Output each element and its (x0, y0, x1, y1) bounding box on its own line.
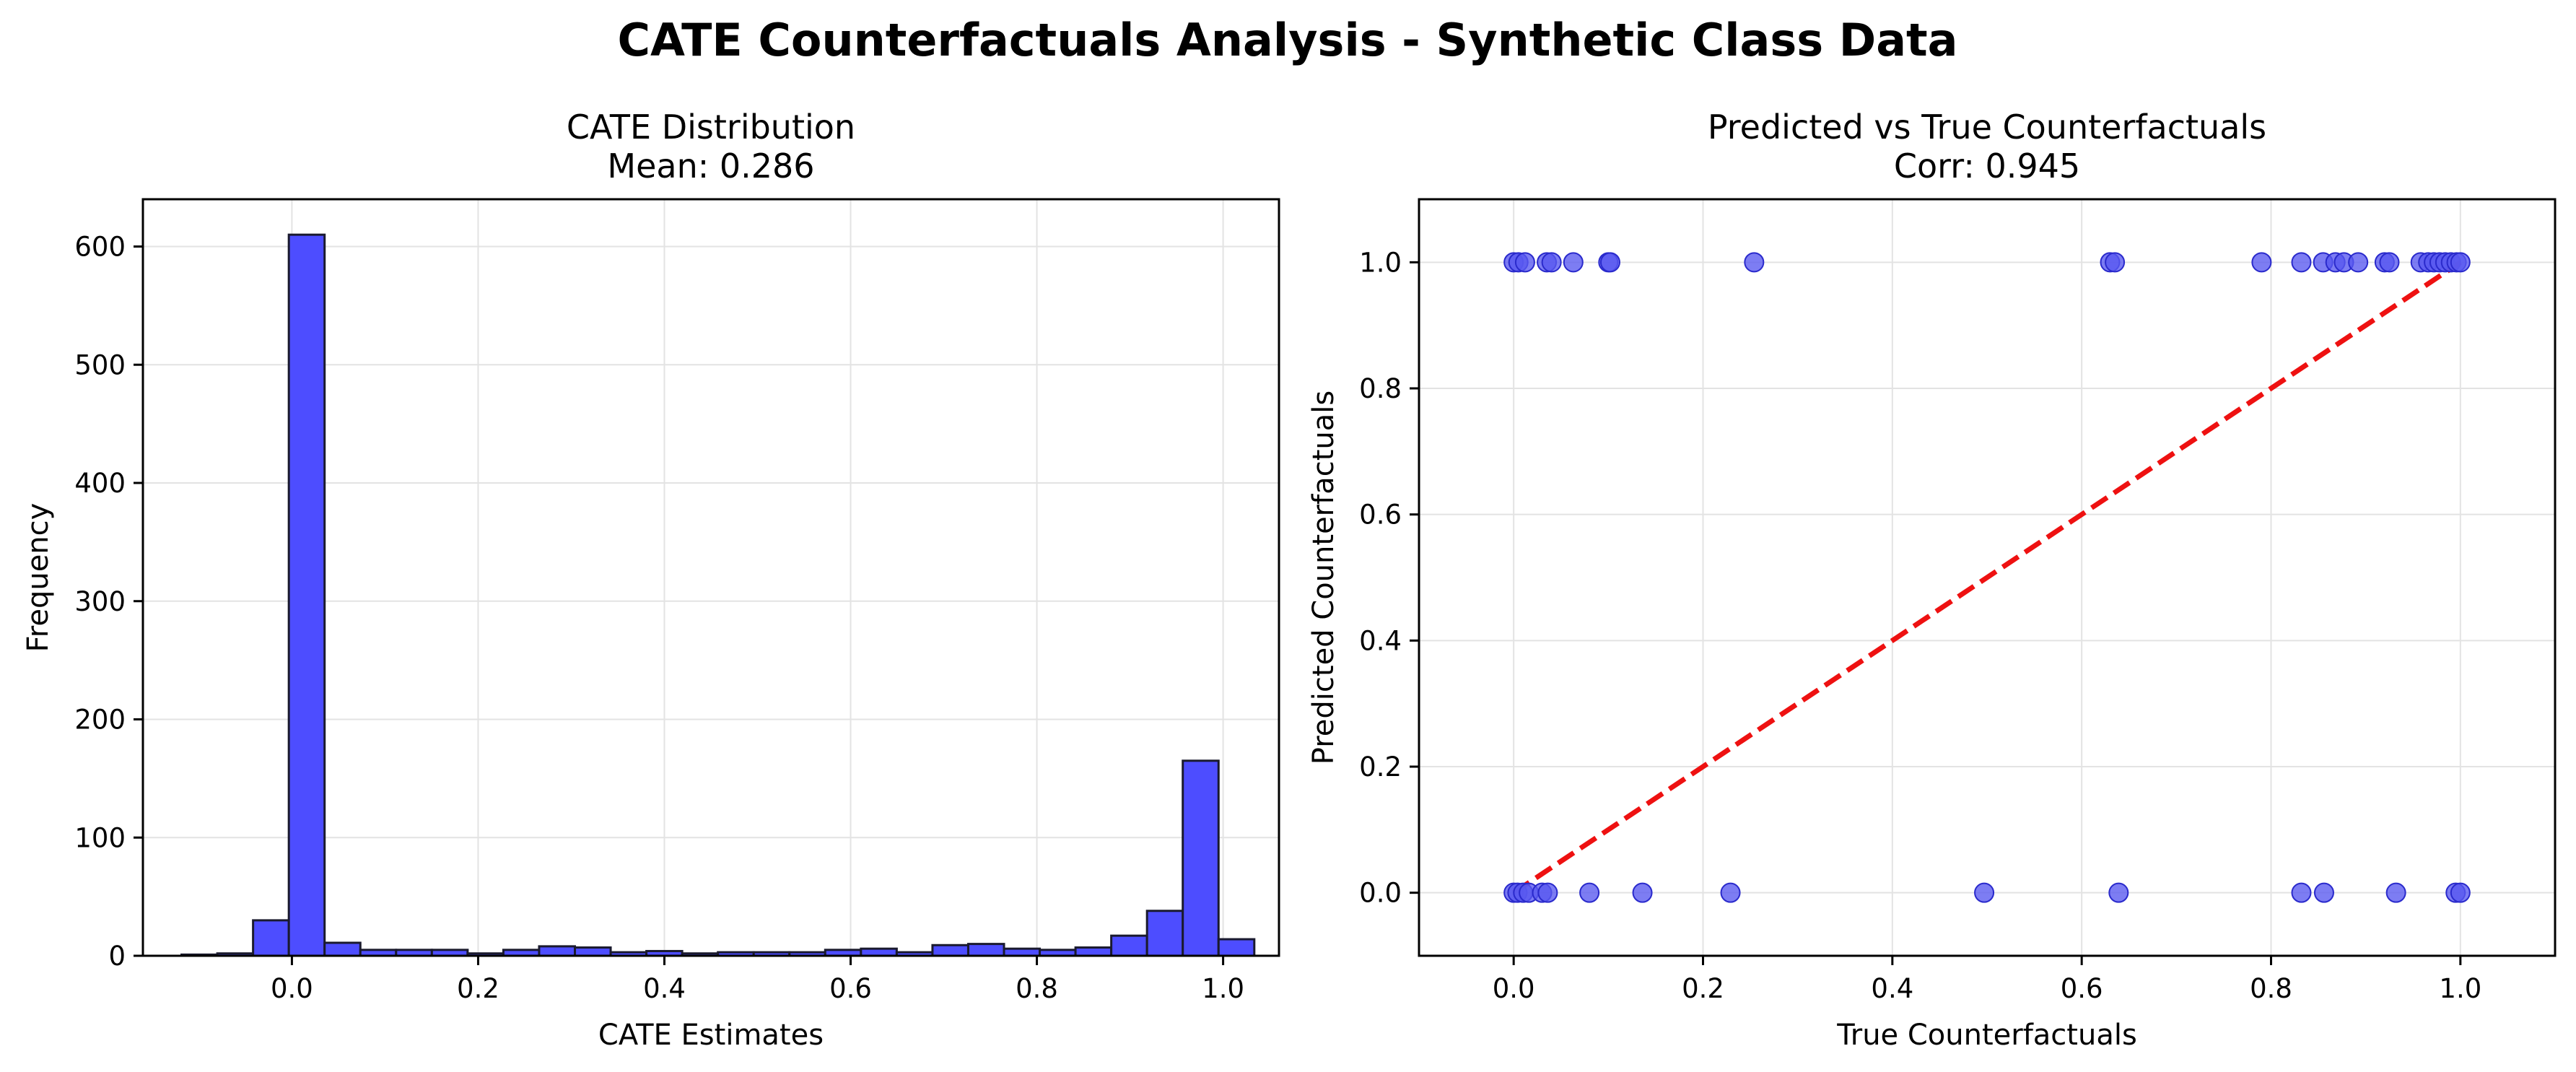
histogram-bar (252, 919, 290, 957)
scatter-point (2450, 252, 2471, 273)
scatter-point (1974, 882, 1995, 903)
histogram-y-axis-label: Frequency (22, 503, 55, 653)
histogram-bar (287, 233, 326, 957)
scatter-point (1599, 252, 1620, 273)
histogram-y-tick-label: 200 (74, 705, 126, 736)
scatter-y-tick-label: 0.8 (1359, 373, 1402, 404)
scatter-point (1720, 882, 1741, 903)
scatter-y-tick-label: 0.0 (1359, 878, 1402, 909)
histogram-bar (323, 941, 362, 957)
histogram-x-axis-label: CATE Estimates (598, 1019, 824, 1052)
histogram-panel: CATE Distribution Mean: 0.286 0.0 0.2 0.4 0… (22, 108, 1280, 1052)
scatter-panel: Predicted vs True Counterfactuals Corr: … (1307, 108, 2557, 1052)
scatter-x-tick-label: 0.6 (2061, 973, 2103, 1004)
scatter-subtitle: Corr: 0.945 (1894, 147, 2080, 186)
scatter-point (1744, 252, 1765, 273)
histogram-bars (180, 233, 1256, 957)
scatter-x-tick-label: 0.2 (1682, 973, 1724, 1004)
scatter-point (1632, 882, 1653, 903)
scatter-point (2313, 882, 2334, 903)
scatter-x-ticks: 0.0 0.2 0.4 0.6 0.8 1.0 (1493, 956, 2481, 1004)
histogram-bar (931, 944, 969, 957)
histogram-x-tick-label: 0.8 (1016, 973, 1058, 1004)
scatter-axes-frame (1418, 198, 2557, 957)
scatter-x-tick-label: 0.0 (1493, 973, 1535, 1004)
histogram-y-tick-label: 0 (108, 941, 126, 972)
scatter-point (1537, 882, 1558, 903)
scatter-point (1541, 252, 1562, 273)
histogram-title: CATE Distribution (567, 108, 855, 147)
scatter-x-tick-label: 0.4 (1871, 973, 1913, 1004)
scatter-point (2291, 882, 2312, 903)
histogram-y-tick-label: 600 (74, 232, 126, 263)
histogram-x-tick-label: 0.0 (271, 973, 313, 1004)
scatter-y-axis-label: Predicted Counterfactuals (1307, 391, 1340, 764)
histogram-bar (1182, 759, 1220, 957)
scatter-y-tick-label: 0.6 (1359, 500, 1402, 531)
histogram-y-tick-label: 400 (74, 468, 126, 499)
histogram-x-tick-label: 1.0 (1202, 973, 1244, 1004)
scatter-reference-line (1512, 260, 2462, 895)
scatter-y-tick-label: 1.0 (1359, 247, 1402, 278)
scatter-x-tick-label: 0.8 (2250, 973, 2292, 1004)
histogram-y-tick-label: 300 (74, 586, 126, 617)
histogram-axes-frame (141, 198, 1280, 957)
scatter-point (2105, 252, 2126, 273)
figure-title: CATE Counterfactuals Analysis - Syntheti… (617, 14, 1957, 66)
histogram-bar (1217, 938, 1256, 957)
histogram-bar (538, 945, 577, 957)
scatter-point (1563, 252, 1584, 273)
histogram-bar (574, 946, 612, 957)
histogram-x-ticks: 0.0 0.2 0.4 0.6 0.8 1.0 (271, 956, 1244, 1004)
scatter-point (2108, 882, 2129, 903)
scatter-title: Predicted vs True Counterfactuals (1708, 108, 2266, 147)
histogram-x-tick-label: 0.6 (829, 973, 872, 1004)
scatter-y-ticks: 0.0 0.2 0.4 0.6 0.8 1.0 (1359, 247, 1419, 909)
scatter-point (2348, 252, 2369, 273)
scatter-point (2291, 252, 2312, 273)
scatter-point (1579, 882, 1600, 903)
histogram-grid (143, 199, 1279, 956)
scatter-point (1514, 252, 1535, 273)
histogram-x-tick-label: 0.4 (643, 973, 686, 1004)
scatter-point (2251, 252, 2272, 273)
scatter-x-tick-label: 1.0 (2439, 973, 2481, 1004)
histogram-bar (1074, 946, 1113, 957)
histogram-y-tick-label: 100 (74, 822, 126, 853)
histogram-bar (1110, 934, 1148, 957)
scatter-x-axis-label: True Counterfactuals (1836, 1019, 2137, 1052)
histogram-bar (1145, 910, 1184, 957)
scatter-points (1503, 252, 2471, 903)
scatter-y-tick-label: 0.4 (1359, 625, 1402, 656)
histogram-y-tick-label: 500 (74, 349, 126, 380)
histogram-subtitle: Mean: 0.286 (607, 147, 814, 186)
scatter-point (2379, 252, 2400, 273)
scatter-reference-line-group (1512, 260, 2462, 895)
scatter-point (2385, 882, 2406, 903)
scatter-y-tick-label: 0.2 (1359, 751, 1402, 783)
histogram-x-tick-label: 0.2 (457, 973, 499, 1004)
histogram-bar (966, 943, 1005, 957)
histogram-y-ticks: 0 100 200 300 400 500 600 (74, 232, 143, 972)
scatter-point (2450, 882, 2471, 903)
